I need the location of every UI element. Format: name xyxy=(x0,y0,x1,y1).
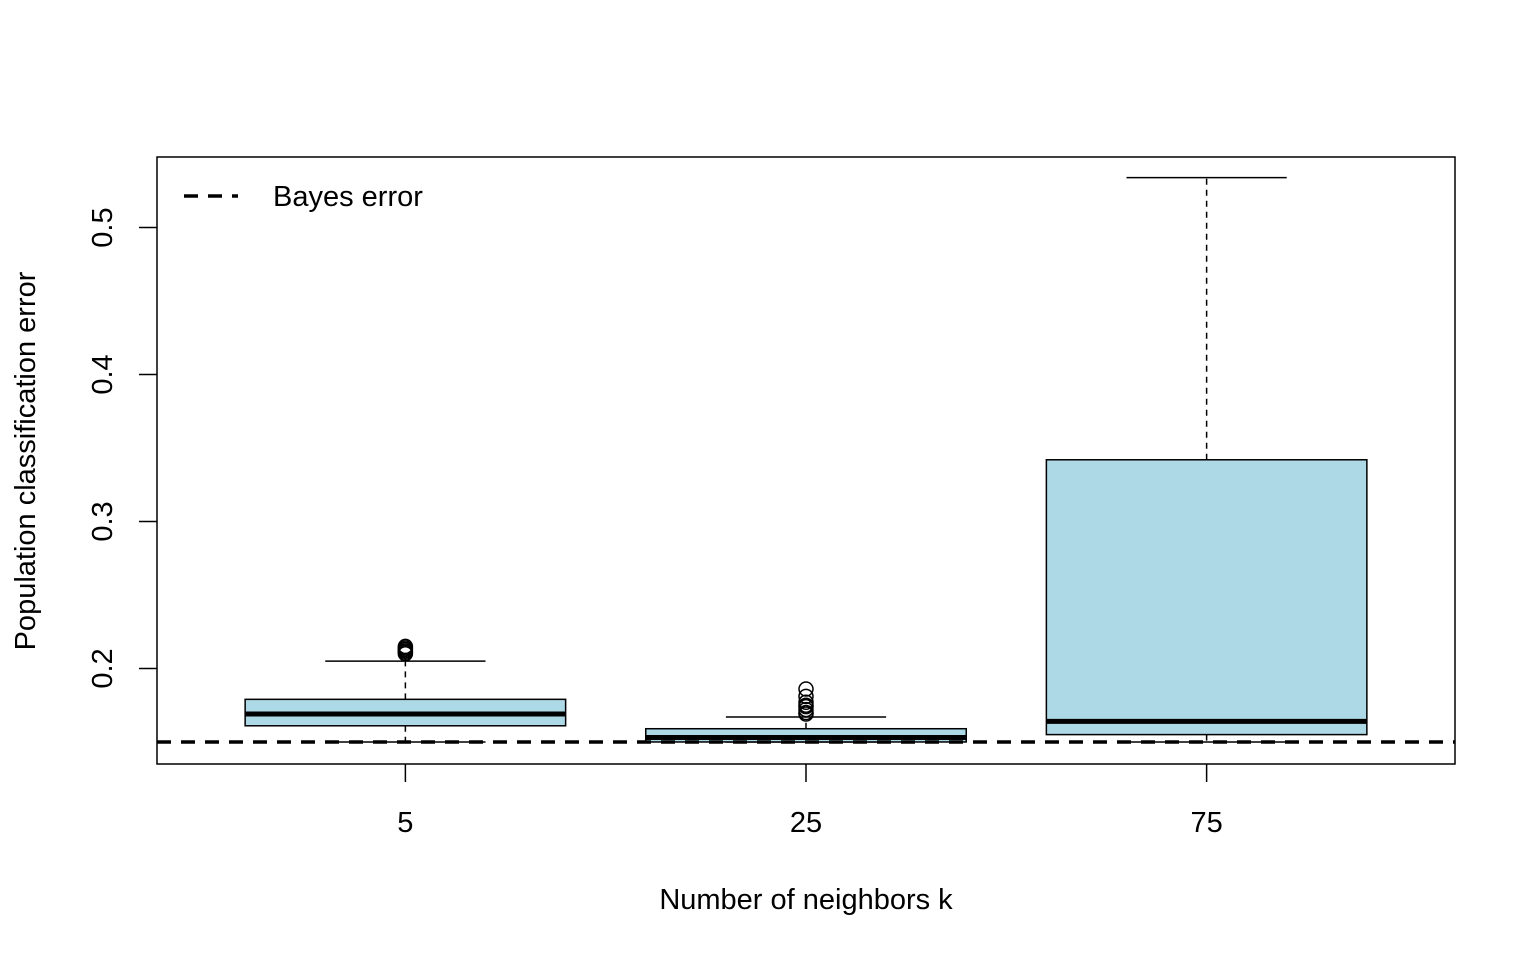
outlier-25-5 xyxy=(798,694,814,711)
y-tick-label-0.4: 0.4 xyxy=(87,354,119,394)
y-tick-label-0.5: 0.5 xyxy=(87,207,119,247)
x-tick-label-5: 5 xyxy=(397,807,413,839)
outlier-5-5 xyxy=(397,638,414,655)
legend-label-bayes-error: Bayes error xyxy=(273,181,423,213)
y-axis-title: Population classification error xyxy=(10,271,42,650)
legend: Bayes error xyxy=(184,181,423,213)
plot-layer: 5 25 75 0.2 0.3 0.4 0.5 xyxy=(87,176,1455,839)
plot-frame xyxy=(156,156,1456,765)
box-75 xyxy=(1045,459,1368,736)
y-tick-label-0.2: 0.2 xyxy=(87,648,119,688)
x-tick-label-75: 75 xyxy=(1190,807,1222,839)
x-tick-label-25: 25 xyxy=(790,807,822,839)
outlier-25-7 xyxy=(798,681,814,697)
outlier-25-6 xyxy=(798,688,814,705)
x-axis-title: Number of neighbors k xyxy=(659,884,953,916)
y-tick-label-0.3: 0.3 xyxy=(87,501,119,541)
